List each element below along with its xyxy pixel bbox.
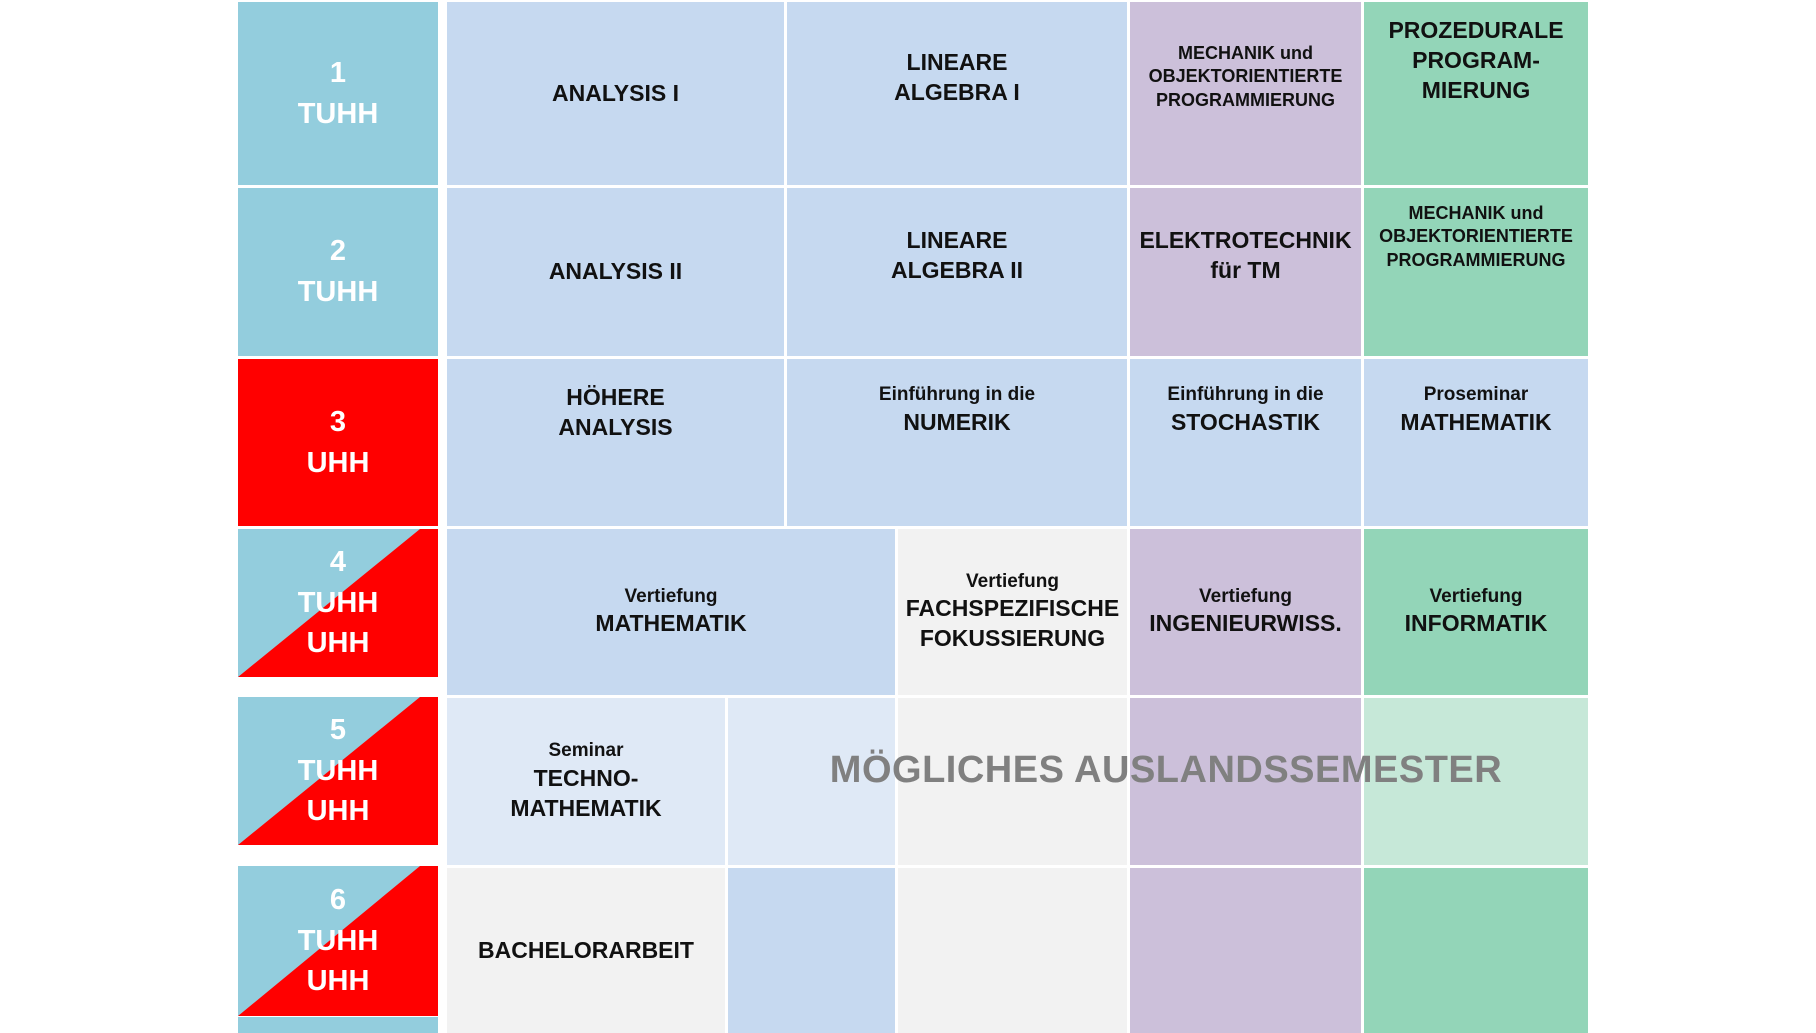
module-title-line: ANALYSIS [558, 413, 673, 440]
semester-uni: TUHH [297, 276, 379, 308]
split-triangle [238, 866, 438, 1016]
module-title-line: FACHSPEZIFISCHE [905, 595, 1120, 622]
module-title: MATHEMATIK [595, 610, 747, 637]
module-title: STOCHASTIK [1170, 408, 1321, 435]
module-title-line: OBJEKTORIENTIERTE [1148, 66, 1343, 87]
semester-uni: TUHH [297, 754, 379, 787]
module-analysis-1: ANALYSIS I [447, 2, 784, 185]
semester-number: 4 [329, 546, 347, 579]
semester-number: 2 [329, 235, 347, 268]
split-triangle [238, 529, 438, 677]
module-title-line: LINEARE [906, 227, 1008, 253]
semester-column-footer [238, 1017, 438, 1033]
module-vertiefung-mathematik: Vertiefung MATHEMATIK [447, 529, 895, 695]
semester-uni: UHH [306, 627, 370, 660]
module-analysis-2: ANALYSIS II [447, 188, 784, 356]
semester-number: 5 [329, 714, 347, 747]
semester-number: 3 [329, 405, 347, 438]
auslandssemester-cell [1130, 698, 1361, 865]
module-title-line: ALGEBRA I [894, 78, 1020, 105]
module-subtitle: Vertiefung [966, 570, 1059, 592]
module-title: MATHEMATIK [1400, 408, 1552, 435]
module-mechanik-oop-2: MECHANIK und OBJEKTORIENTIERTE PROGRAMMI… [1364, 188, 1588, 356]
semester-number: 6 [329, 884, 347, 917]
module-subtitle: Vertiefung [624, 585, 718, 607]
semester-uni: UHH [306, 965, 370, 998]
module-lineare-algebra-1: LINEARE ALGEBRA I [787, 2, 1127, 185]
module-title-line: für TM [1210, 256, 1281, 283]
module-title-line: MECHANIK und [1408, 203, 1544, 223]
module-numerik: Einführung in die NUMERIK [787, 359, 1127, 526]
auslandssemester-cell [898, 698, 1127, 865]
semester-uni: TUHH [297, 586, 379, 619]
module-title: INGENIEURWISS. [1149, 610, 1342, 637]
semester-uni: TUHH [297, 97, 379, 130]
auslandssemester-label: MÖGLICHES AUSLANDSSEMESTER [829, 748, 1503, 791]
module-subtitle: Vertiefung [1199, 585, 1292, 607]
module-subtitle: Seminar [548, 740, 624, 762]
module-title-line: FOKUSSIERUNG [919, 625, 1106, 652]
module-title-line: LINEARE [906, 49, 1008, 75]
module-title-line: ALGEBRA II [890, 256, 1024, 283]
empty-cell [728, 868, 895, 1033]
module-bachelorarbeit: BACHELORARBEIT [447, 868, 725, 1033]
semester-uni: UHH [306, 446, 370, 479]
module-title: ANALYSIS I [552, 79, 679, 106]
module-proseminar: Proseminar MATHEMATIK [1364, 359, 1588, 526]
semester-3-label: 3 UHH [238, 359, 438, 526]
module-vertiefung-fachspezifisch: Vertiefung FACHSPEZIFISCHE FOKUSSIERUNG [898, 529, 1127, 695]
split-triangle [238, 697, 438, 845]
module-subtitle: Einführung in die [1167, 384, 1324, 405]
module-title-line: MATHEMATIK [510, 794, 662, 821]
module-title: NUMERIK [903, 408, 1011, 435]
module-vertiefung-informatik: Vertiefung INFORMATIK [1364, 529, 1588, 695]
module-subtitle: Proseminar [1423, 384, 1529, 405]
empty-cell [1364, 868, 1588, 1033]
module-title-line: HÖHERE [566, 384, 665, 410]
module-title-line: TECHNO- [533, 764, 639, 791]
module-title-line: PROGRAMMIERUNG [1386, 249, 1566, 270]
semester-4-label: 4 TUHH UHH [238, 529, 438, 677]
module-stochastik: Einführung in die STOCHASTIK [1130, 359, 1361, 526]
semester-number: 1 [329, 56, 347, 89]
module-title-line: MECHANIK und [1178, 43, 1313, 63]
module-elektrotechnik: ELEKTROTECHNIK für TM [1130, 188, 1361, 356]
module-title-line: PROZEDURALE [1388, 17, 1564, 43]
module-mechanik-oop-1: MECHANIK und OBJEKTORIENTIERTE PROGRAMMI… [1130, 2, 1361, 185]
module-title-line: PROGRAM- [1412, 46, 1540, 73]
module-hoehere-analysis: HÖHERE ANALYSIS [447, 359, 784, 526]
auslandssemester-cell [1364, 698, 1588, 865]
semester-1-label: 1 TUHH [238, 2, 438, 185]
module-subtitle: Vertiefung [1429, 585, 1523, 607]
module-seminar-technomathematik: Seminar TECHNO- MATHEMATIK [447, 698, 725, 865]
semester-uni: UHH [306, 795, 370, 828]
module-title-line: MIERUNG [1421, 76, 1531, 103]
empty-cell [1130, 868, 1361, 1033]
module-title-line: OBJEKTORIENTIERTE [1379, 226, 1573, 247]
module-title-line: PROGRAMMIERUNG [1156, 89, 1335, 110]
module-title: ANALYSIS II [548, 258, 683, 285]
module-lineare-algebra-2: LINEARE ALGEBRA II [787, 188, 1127, 356]
module-prozedurale-programmierung: PROZEDURALE PROGRAM- MIERUNG [1364, 2, 1588, 185]
module-subtitle: Einführung in die [878, 384, 1036, 405]
module-vertiefung-ingenieurwiss: Vertiefung INGENIEURWISS. [1130, 529, 1361, 695]
auslandssemester-cell [728, 698, 895, 865]
semester-5-label: 5 TUHH UHH [238, 697, 438, 845]
module-title: BACHELORARBEIT [478, 936, 694, 963]
empty-cell [898, 868, 1127, 1033]
semester-2-label: 2 TUHH [238, 188, 438, 356]
semester-uni: TUHH [297, 924, 379, 957]
semester-6-label: 6 TUHH UHH [238, 866, 438, 1016]
module-title-line: ELEKTROTECHNIK [1139, 227, 1352, 253]
module-title: INFORMATIK [1404, 610, 1548, 637]
